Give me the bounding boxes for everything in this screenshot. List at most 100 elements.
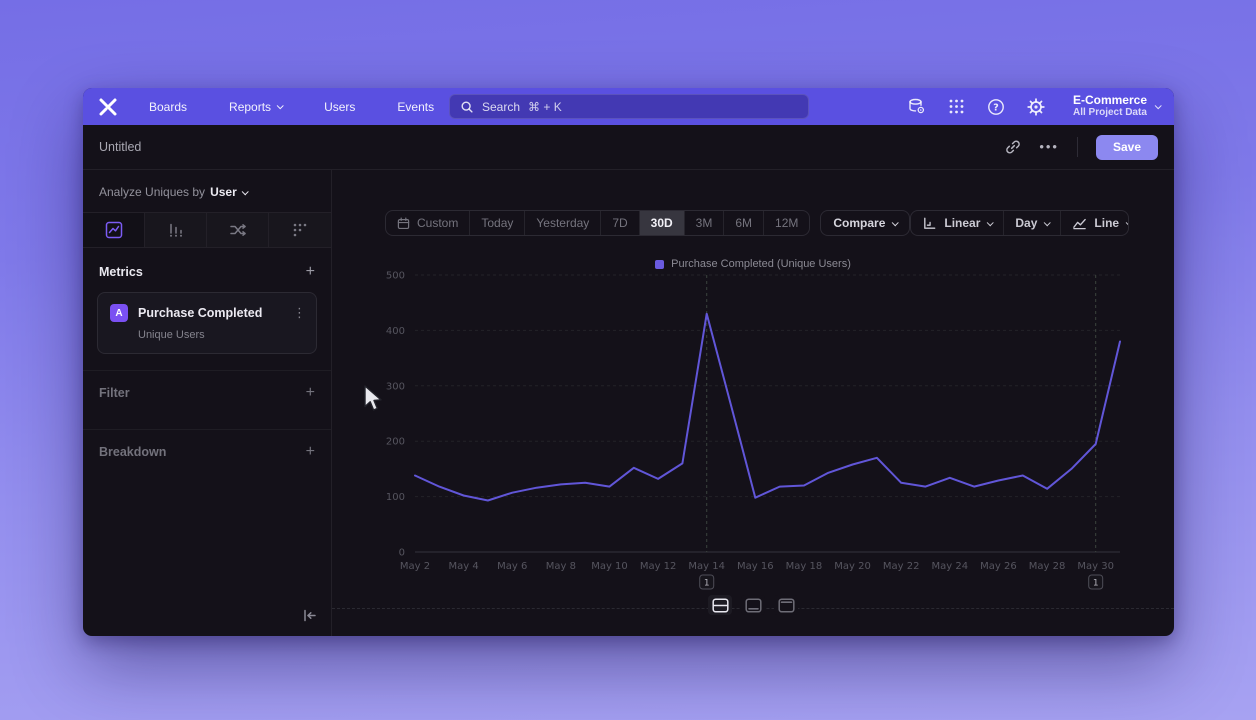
range-yesterday[interactable]: Yesterday — [524, 211, 600, 235]
chevron-down-icon — [1044, 218, 1052, 226]
calendar-icon — [397, 217, 410, 229]
search-icon — [461, 100, 473, 113]
granularity-dropdown[interactable]: Day — [1003, 211, 1060, 235]
svg-text:May 2: May 2 — [400, 561, 430, 572]
svg-text:1: 1 — [704, 579, 710, 589]
display-controls-group: Linear Day Line — [910, 210, 1129, 236]
metric-badge: A — [110, 304, 128, 322]
app-window: Boards Reports Users Events Search ⌘ + K — [83, 88, 1174, 636]
table-view-icon — [777, 597, 795, 613]
svg-text:200: 200 — [386, 437, 405, 448]
nav-reports[interactable]: Reports — [229, 100, 284, 114]
search-shortcut: ⌘ + K — [528, 99, 562, 114]
report-header: Untitled ••• Save — [83, 125, 1174, 170]
chart-legend: Purchase Completed (Unique Users) — [332, 258, 1174, 270]
svg-text:May 12: May 12 — [640, 561, 677, 572]
range-12m[interactable]: 12M — [763, 211, 809, 235]
svg-text:May 6: May 6 — [497, 561, 527, 572]
y-scale-dropdown[interactable]: Linear — [911, 211, 1003, 235]
report-type-tabs — [83, 212, 331, 248]
svg-text:500: 500 — [386, 271, 405, 282]
chevron-down-icon — [1125, 218, 1129, 226]
chevron-down-icon — [987, 218, 995, 226]
apps-grid-icon[interactable] — [947, 97, 966, 116]
chart-controls: Custom Today Yesterday 7D 30D 3M 6M 12M … — [385, 210, 1129, 236]
mixpanel-logo-icon — [99, 98, 117, 115]
project-selector[interactable]: E-Commerce All Project Data — [1072, 93, 1162, 119]
chart-panel: Custom Today Yesterday 7D 30D 3M 6M 12M … — [332, 170, 1174, 636]
metrics-title: Metrics — [99, 265, 143, 279]
breakdown-section-header: Breakdown + — [83, 429, 331, 474]
svg-text:May 22: May 22 — [883, 561, 920, 572]
nav-users[interactable]: Users — [324, 99, 356, 114]
split-view-icon — [711, 597, 729, 613]
nav-boards[interactable]: Boards — [149, 99, 188, 114]
line-chart-icon — [1073, 218, 1087, 229]
chart-view-toggle[interactable] — [741, 595, 765, 615]
chart-view-icon — [744, 597, 762, 613]
chevron-down-icon — [892, 218, 900, 226]
svg-text:May 16: May 16 — [737, 561, 774, 572]
search-input[interactable]: Search ⌘ + K — [449, 94, 809, 119]
split-view-toggle[interactable] — [708, 595, 732, 615]
project-name: E-Commerce — [1072, 93, 1147, 107]
mixpanel-logo[interactable] — [97, 97, 119, 117]
range-today[interactable]: Today — [469, 211, 524, 235]
add-breakdown-button[interactable]: + — [305, 443, 315, 460]
tab-flows[interactable] — [207, 213, 269, 247]
metric-card[interactable]: A Purchase Completed Unique Users ⋮ — [97, 292, 317, 354]
help-icon[interactable]: ? — [987, 97, 1006, 116]
range-custom[interactable]: Custom — [386, 211, 469, 235]
analyze-entity-dropdown[interactable]: User — [210, 185, 249, 199]
save-button[interactable]: Save — [1095, 134, 1158, 160]
table-view-toggle[interactable] — [774, 595, 798, 615]
svg-text:May 24: May 24 — [932, 561, 969, 572]
chart-type-dropdown[interactable]: Line — [1060, 211, 1129, 235]
divider — [1076, 137, 1078, 157]
project-scope: All Project Data — [1072, 107, 1147, 118]
filter-section-header: Filter + — [83, 370, 331, 415]
nav-events[interactable]: Events — [397, 99, 435, 114]
breakdown-title: Breakdown — [99, 445, 167, 459]
metric-kebab-menu-icon[interactable]: ⋮ — [293, 305, 306, 320]
svg-text:May 10: May 10 — [591, 561, 628, 572]
line-chart[interactable]: 0 100 200 300 400 500 May 2 May 4 May 6 May 8 May … — [334, 262, 1134, 594]
data-management-icon[interactable] — [907, 97, 926, 116]
tab-funnels[interactable] — [145, 213, 207, 247]
copy-link-icon[interactable] — [1005, 139, 1021, 155]
svg-text:1: 1 — [1093, 579, 1099, 589]
insights-chart-icon — [105, 221, 122, 239]
svg-text:May 30: May 30 — [1077, 561, 1114, 572]
line-chart-svg[interactable]: 0 100 200 300 400 500 May 2 May 4 May 6 May 8 May … — [334, 262, 1134, 594]
range-30d[interactable]: 30D — [638, 211, 684, 235]
tab-insights[interactable] — [83, 213, 145, 247]
range-6m[interactable]: 6M — [723, 211, 763, 235]
settings-icon[interactable] — [1027, 97, 1046, 116]
flows-shuffle-icon — [229, 224, 246, 236]
svg-text:0: 0 — [399, 548, 405, 559]
filter-title: Filter — [99, 386, 130, 400]
metric-subtitle[interactable]: Unique Users — [138, 329, 205, 341]
svg-text:400: 400 — [386, 326, 405, 337]
report-title[interactable]: Untitled — [99, 140, 142, 154]
search-placeholder: Search — [482, 99, 521, 114]
svg-text:May 26: May 26 — [980, 561, 1017, 572]
compare-dropdown[interactable]: Compare — [820, 210, 911, 236]
add-metric-button[interactable]: + — [305, 263, 315, 280]
add-filter-button[interactable]: + — [305, 384, 315, 401]
svg-text:?: ? — [994, 102, 1000, 113]
range-3m[interactable]: 3M — [683, 211, 724, 235]
svg-text:May 4: May 4 — [449, 561, 479, 572]
tab-retention[interactable] — [269, 213, 331, 247]
svg-text:100: 100 — [386, 492, 405, 503]
top-nav: Boards Reports Users Events Search ⌘ + K — [83, 88, 1174, 125]
retention-dots-icon — [293, 223, 307, 237]
svg-text:May 14: May 14 — [688, 561, 725, 572]
range-7d[interactable]: 7D — [600, 211, 638, 235]
collapse-sidebar-button[interactable] — [302, 608, 317, 628]
collapse-left-icon — [304, 609, 316, 622]
nav-items: Boards Reports Users Events — [149, 100, 434, 114]
chevron-down-icon — [241, 187, 249, 195]
more-options-button[interactable]: ••• — [1039, 139, 1059, 154]
